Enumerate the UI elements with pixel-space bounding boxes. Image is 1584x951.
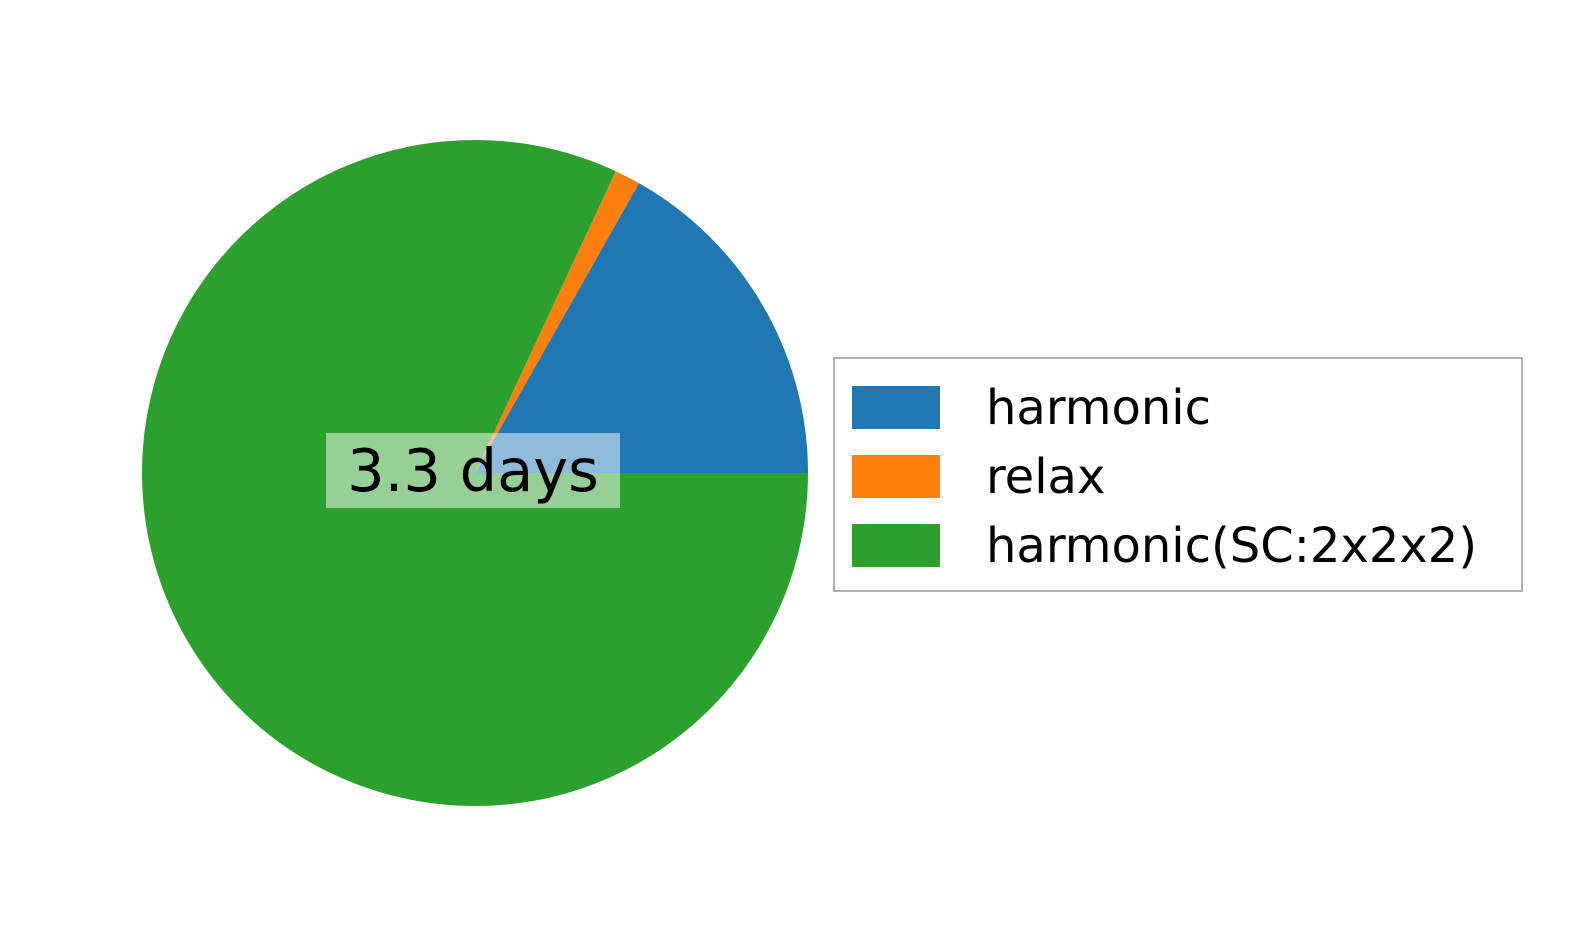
legend-swatch-relax [852,455,940,498]
legend-swatch-harmonic [852,386,940,429]
legend-item-harmonic-sc[interactable]: harmonic(SC:2x2x2) [852,515,1513,577]
legend-swatch-harmonic-sc [852,524,940,567]
legend-label-harmonic-sc: harmonic(SC:2x2x2) [986,517,1478,574]
legend-label-harmonic: harmonic [986,379,1211,436]
center-total-label-text: 3.3 days [347,436,599,505]
legend-label-relax: relax [986,448,1106,505]
pie-slice-relax[interactable] [475,171,639,473]
pie-slice-harmonic[interactable] [475,183,808,474]
legend-item-relax[interactable]: relax [852,446,1513,508]
center-total-label: 3.3 days [326,433,620,508]
legend-items: harmonic relax harmonic(SC:2x2x2) [852,373,1513,580]
legend-item-harmonic[interactable]: harmonic [852,377,1513,439]
legend: harmonic relax harmonic(SC:2x2x2) [833,357,1523,592]
